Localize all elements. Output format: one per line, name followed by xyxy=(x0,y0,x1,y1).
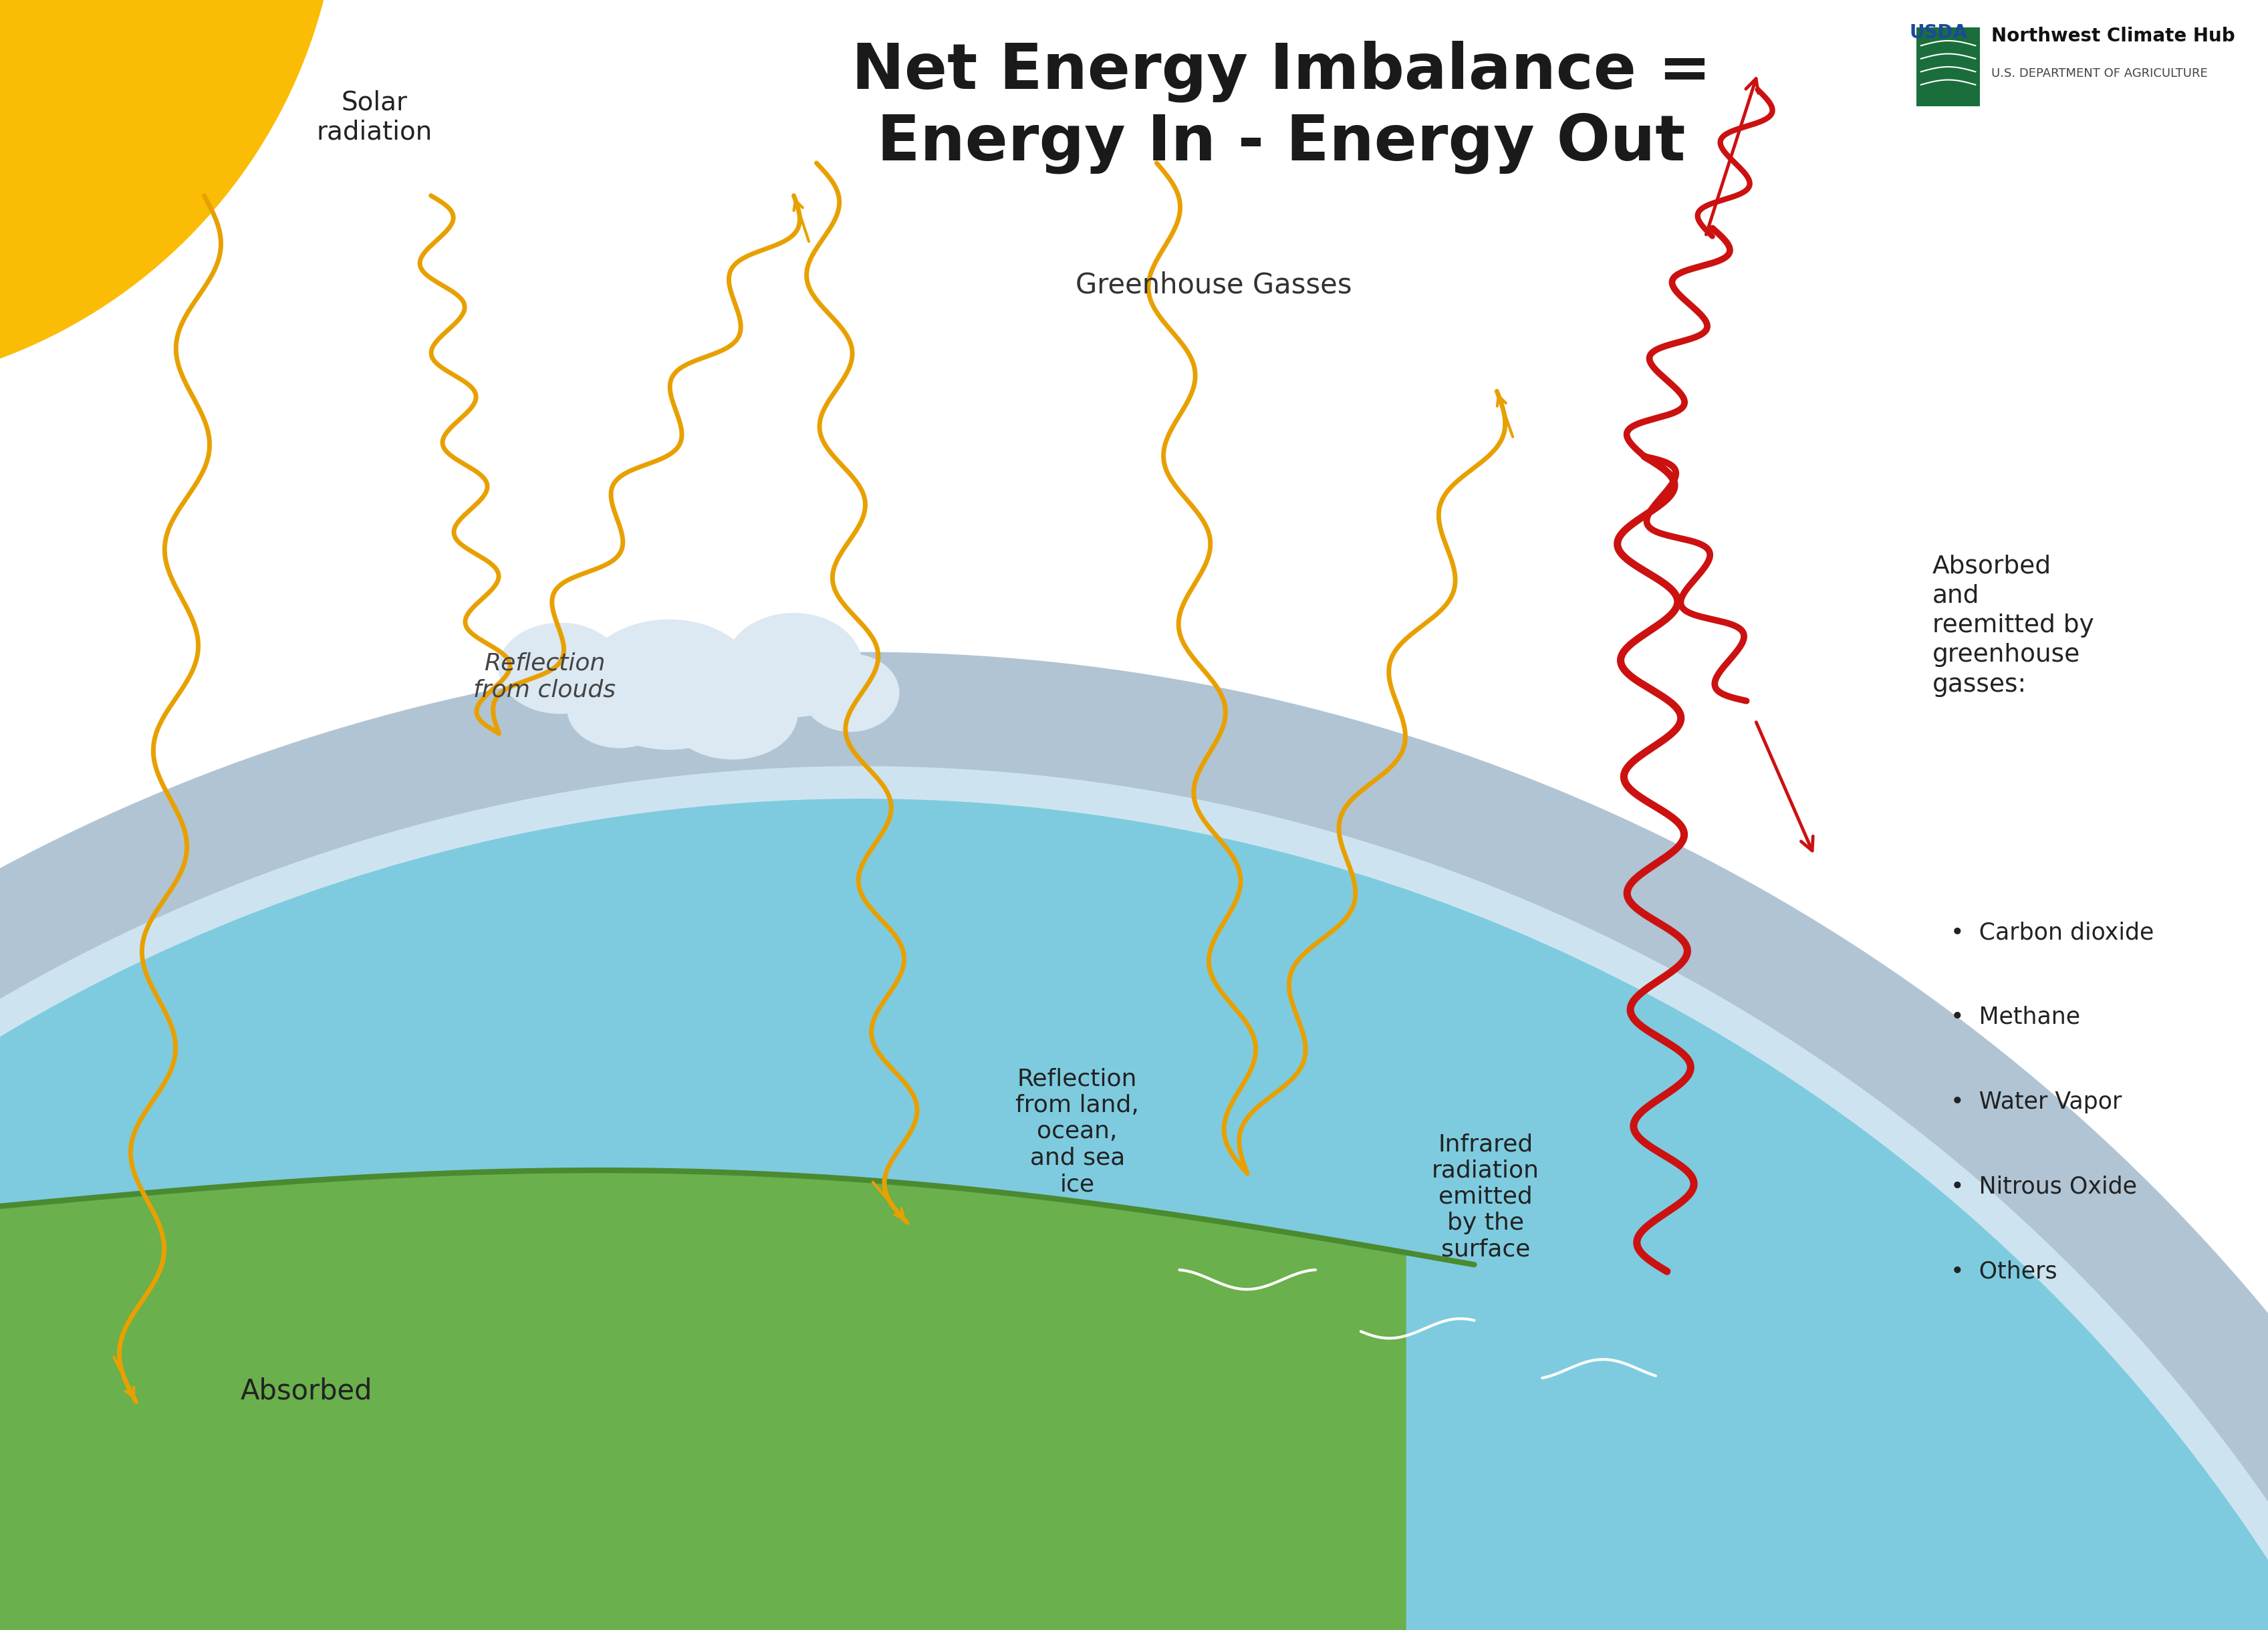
Ellipse shape xyxy=(0,799,2268,1630)
Text: Greenhouse Gasses: Greenhouse Gasses xyxy=(1075,271,1352,300)
Ellipse shape xyxy=(578,619,760,750)
Text: U.S. DEPARTMENT OF AGRICULTURE: U.S. DEPARTMENT OF AGRICULTURE xyxy=(1991,67,2207,80)
Ellipse shape xyxy=(0,0,340,391)
Text: Solar
radiation: Solar radiation xyxy=(315,90,433,145)
Text: Absorbed
and
reemitted by
greenhouse
gasses:: Absorbed and reemitted by greenhouse gas… xyxy=(1932,554,2093,698)
Text: USDA: USDA xyxy=(1910,23,1969,42)
FancyBboxPatch shape xyxy=(1916,28,1980,106)
Ellipse shape xyxy=(801,654,900,732)
Text: Northwest Climate Hub: Northwest Climate Hub xyxy=(1991,26,2234,46)
Ellipse shape xyxy=(0,652,2268,1630)
Text: •  Water Vapor: • Water Vapor xyxy=(1950,1090,2123,1113)
Text: Net Energy Imbalance =
Energy In - Energy Out: Net Energy Imbalance = Energy In - Energ… xyxy=(850,41,1712,174)
Text: •  Methane: • Methane xyxy=(1950,1006,2080,1029)
Polygon shape xyxy=(0,1170,1406,1630)
Text: Absorbed: Absorbed xyxy=(240,1377,372,1405)
Text: Reflection
from clouds: Reflection from clouds xyxy=(474,652,615,701)
Text: Reflection
from land,
ocean,
and sea
ice: Reflection from land, ocean, and sea ice xyxy=(1016,1068,1139,1196)
Text: Infrared
radiation
emitted
by the
surface: Infrared radiation emitted by the surfac… xyxy=(1431,1133,1540,1262)
Ellipse shape xyxy=(667,668,798,760)
Text: •  Others: • Others xyxy=(1950,1260,2057,1283)
Text: •  Nitrous Oxide: • Nitrous Oxide xyxy=(1950,1175,2136,1198)
Text: •  Carbon dioxide: • Carbon dioxide xyxy=(1950,921,2155,944)
Ellipse shape xyxy=(499,623,621,714)
Ellipse shape xyxy=(726,613,862,717)
Ellipse shape xyxy=(567,670,671,748)
Ellipse shape xyxy=(0,766,2268,1630)
